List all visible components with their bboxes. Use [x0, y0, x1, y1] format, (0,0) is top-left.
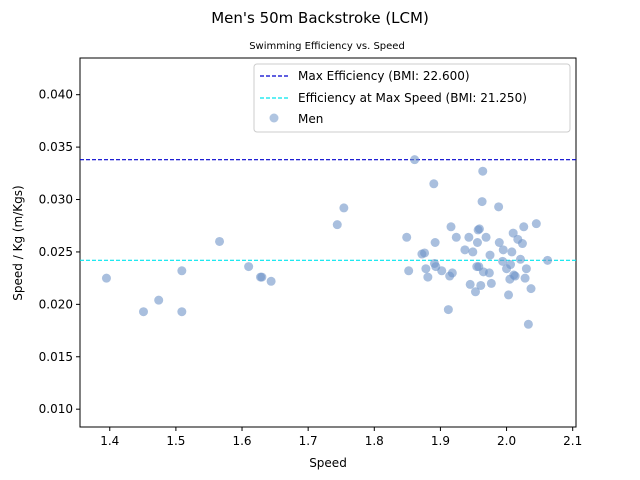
- scatter-point: [472, 238, 482, 247]
- scatter-point: [468, 247, 478, 257]
- legend-label-max-efficiency: Max Efficiency (BMI: 22.600): [298, 69, 470, 83]
- scatter-point: [332, 220, 342, 230]
- scatter-point: [437, 266, 447, 276]
- x-tick-label: 1.8: [365, 434, 384, 448]
- x-tick-label: 1.5: [166, 434, 185, 448]
- legend: Max Efficiency (BMI: 22.600) Efficiency …: [253, 63, 571, 133]
- scatter-point: [410, 155, 420, 165]
- scatter-point: [101, 273, 111, 283]
- scatter-point: [244, 262, 254, 272]
- reference-lines: [80, 159, 576, 261]
- scatter-point: [510, 271, 520, 281]
- y-tick-label: 0.035: [39, 140, 73, 154]
- scatter-point: [494, 238, 504, 247]
- y-axis-label: Speed / Kg (m/Kgs): [11, 185, 25, 300]
- scatter-point: [460, 245, 470, 255]
- scatter-point: [177, 266, 187, 276]
- scatter-point: [421, 264, 431, 274]
- scatter-point: [478, 166, 488, 176]
- scatter-point: [484, 268, 494, 278]
- scatter-point: [521, 264, 531, 274]
- scatter-point: [543, 255, 553, 265]
- scatter-point: [138, 307, 148, 317]
- scatter-point: [465, 279, 475, 289]
- scatter-point: [477, 197, 487, 207]
- scatter-point: [470, 287, 480, 297]
- scatter-point: [430, 238, 440, 247]
- scatter-point: [429, 179, 439, 189]
- plot-area: [79, 57, 577, 428]
- scatter-point: [517, 239, 527, 249]
- scatter-point: [404, 266, 414, 276]
- scatter-point: [257, 272, 267, 282]
- chart-subtitle: Swimming Efficiency vs. Speed: [249, 41, 405, 52]
- y-tick-label: 0.010: [39, 402, 73, 416]
- plot-frame: [79, 57, 577, 428]
- scatter-point: [420, 248, 430, 258]
- scatter-point: [531, 219, 541, 229]
- scatter-point: [154, 295, 164, 305]
- scatter-point: [486, 278, 496, 288]
- scatter-point: [266, 276, 276, 286]
- scatter-point: [494, 202, 504, 212]
- y-tick-label: 0.030: [39, 193, 73, 207]
- scatter-point: [447, 268, 457, 278]
- x-tick-label: 1.6: [232, 434, 251, 448]
- x-tick-label: 1.4: [100, 434, 119, 448]
- scatter-point: [498, 256, 508, 266]
- scatter-point: [464, 232, 474, 242]
- scatter-point: [443, 305, 453, 315]
- y-tick-label: 0.040: [39, 88, 73, 102]
- scatter-point: [474, 224, 484, 234]
- legend-label-men: Men: [298, 112, 323, 126]
- x-tick-label: 2.1: [563, 434, 582, 448]
- scatter-point: [423, 272, 433, 282]
- scatter-point: [520, 273, 530, 283]
- scatter-point: [451, 232, 461, 242]
- scatter-point: [526, 284, 536, 294]
- x-tick-label: 1.9: [431, 434, 450, 448]
- scatter-point: [177, 307, 187, 317]
- x-tick-label: 2.0: [497, 434, 516, 448]
- legend-label-efficiency-at-max-speed: Efficiency at Max Speed (BMI: 21.250): [298, 91, 527, 105]
- scatter-point: [402, 232, 412, 242]
- legend-swatch-men: [269, 113, 279, 123]
- scatter-point: [215, 236, 225, 246]
- scatter-point: [481, 232, 491, 242]
- y-tick-label: 0.025: [39, 245, 73, 259]
- scatter-point: [504, 290, 514, 300]
- y-tick-label: 0.015: [39, 350, 73, 364]
- scatter-point: [515, 254, 525, 264]
- scatter-point: [507, 247, 517, 257]
- scatter-point: [476, 280, 486, 290]
- chart-title: Men's 50m Backstroke (LCM): [211, 9, 429, 27]
- scatter-point: [523, 319, 533, 329]
- scatter-points: [101, 155, 553, 329]
- scatter-point: [339, 203, 349, 213]
- x-axis-label: Speed: [309, 456, 347, 470]
- scatter-point: [498, 245, 508, 255]
- x-axis: 1.4 1.5 1.6 1.7 1.8 1.9 2.0 2.1: [100, 427, 582, 448]
- scatter-point: [508, 228, 518, 238]
- scatter-point: [485, 250, 495, 260]
- y-axis: 0.010 0.015 0.020 0.025 0.030 0.035 0.040: [39, 88, 80, 416]
- scatter-point: [519, 222, 529, 232]
- y-tick-label: 0.020: [39, 297, 73, 311]
- legend-box: [253, 63, 571, 133]
- scatter-point: [446, 222, 456, 232]
- x-tick-label: 1.7: [299, 434, 318, 448]
- scatter-point: [506, 260, 516, 270]
